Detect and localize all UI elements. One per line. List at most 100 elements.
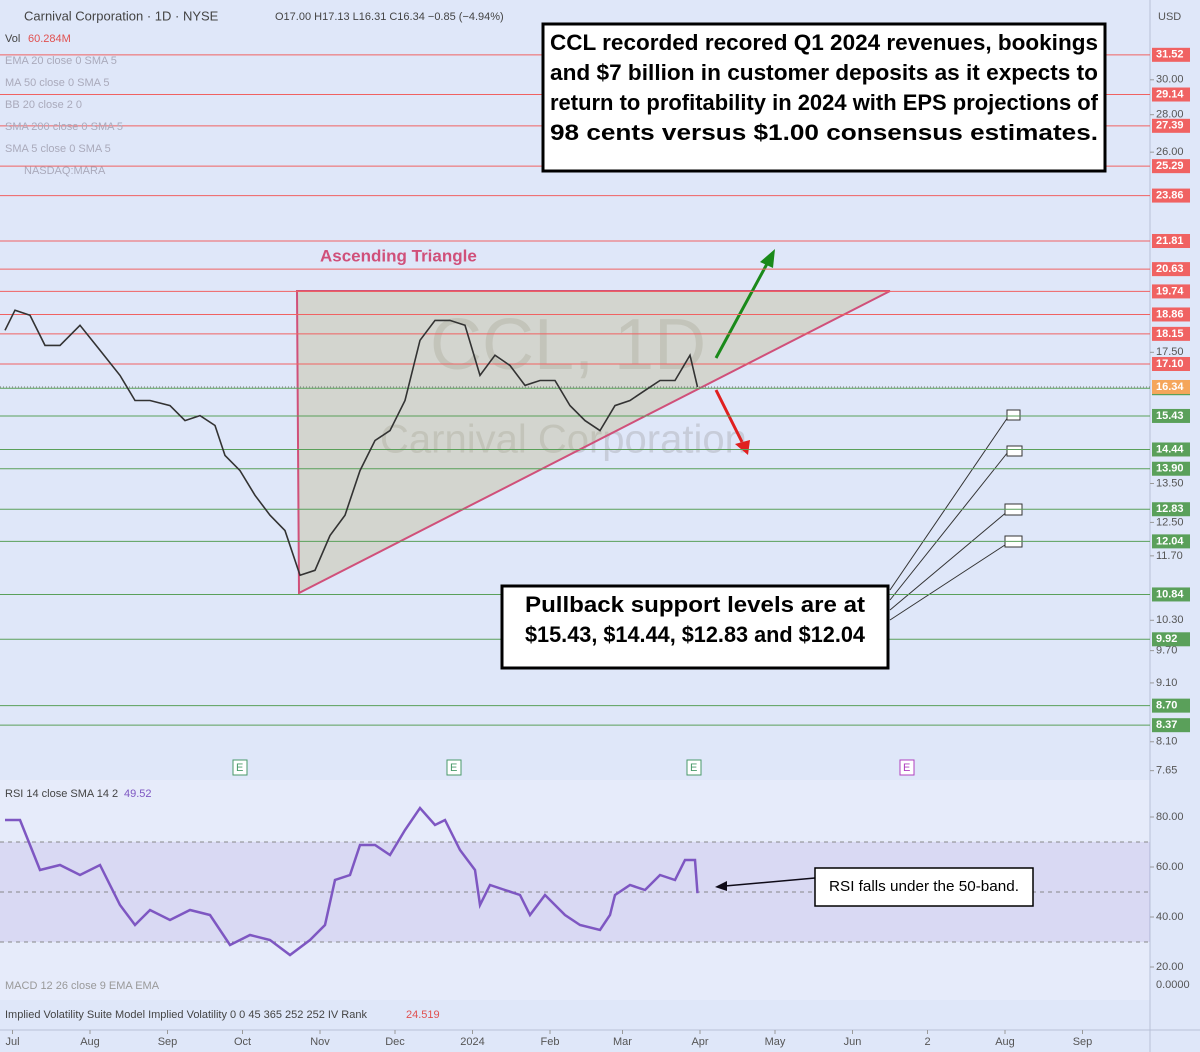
x-tick-label: Jul [5, 1036, 19, 1048]
y-tick-label: 13.50 [1156, 477, 1184, 489]
level-tag [1152, 718, 1190, 733]
earnings: E E E E [232, 759, 915, 776]
watermark: Carnival Corporation [380, 418, 747, 462]
level-label: 19.74 [1156, 285, 1184, 297]
indicator-label: MA 50 close 0 SMA 5 [5, 77, 110, 89]
annotation-box [814, 867, 1034, 907]
ohlc: O17.00 H17.13 L16.31 C16.34 −0.85 (−4.94… [275, 11, 504, 23]
level-label: 23.86 [1156, 189, 1184, 201]
x-tick-label: Dec [385, 1036, 405, 1048]
x-tick-label: Aug [995, 1036, 1015, 1048]
indicator-label: SMA 5 close 0 SMA 5 [5, 143, 111, 155]
y-tick-label: 9.10 [1156, 677, 1177, 689]
level-label: 14.44 [1156, 443, 1184, 455]
level-tag [1152, 47, 1190, 62]
x-tick-label: Sep [158, 1036, 178, 1048]
legend: Carnival Corporation · 1D · NYSE O17.00 … [5, 8, 1190, 1020]
level-tag [1152, 379, 1190, 394]
x-tick-label: 2024 [460, 1036, 484, 1048]
level-label: 17.10 [1156, 358, 1184, 370]
y-tick-label: 11.70 [1156, 550, 1183, 562]
y-tick-label: 12.50 [1156, 516, 1184, 528]
annotation-text: return to profitability in 2024 with EPS… [550, 90, 1099, 115]
level-tag [1152, 502, 1190, 517]
x-tick-label: Sep [1073, 1036, 1093, 1048]
x-tick-label: 2 [924, 1036, 930, 1048]
x-tick-label: May [765, 1036, 786, 1048]
y-tick-label: 26.00 [1156, 146, 1184, 158]
y-tick-label: 28.00 [1156, 109, 1184, 121]
level-tag [1152, 87, 1190, 102]
annotation-box [541, 22, 1107, 173]
x-tick-label: Mar [613, 1036, 632, 1048]
level-label: 31.52 [1156, 49, 1184, 61]
iv-axis-label: 0.0000 [1156, 979, 1190, 991]
level-tag [1152, 408, 1190, 423]
level-tag [1152, 534, 1190, 549]
level-tag [1152, 307, 1190, 322]
level-label: 8.37 [1156, 719, 1177, 731]
level-label: 21.81 [1156, 235, 1184, 247]
level-tag [1152, 188, 1190, 203]
symbol-title: Carnival Corporation · 1D · NYSE [24, 8, 219, 23]
indicator-label: NASDAQ:MARA [24, 165, 106, 177]
level-tag [1152, 118, 1190, 133]
iv-label: Implied Volatility Suite Model Implied V… [5, 1009, 367, 1021]
y-tick-label: 40.00 [1156, 911, 1184, 923]
y-tick-label: 10.30 [1156, 614, 1184, 626]
annotation-text: 98 cents versus $1.00 consensus estimate… [550, 120, 1098, 145]
level-tag [1152, 326, 1190, 341]
y-tick-label: 30.00 [1156, 74, 1184, 86]
level-label: 20.63 [1156, 263, 1184, 275]
level-tag [1152, 632, 1190, 647]
annotation-text: CCL recorded recored Q1 2024 revenues, b… [550, 30, 1098, 55]
level-label: 9.92 [1156, 633, 1177, 645]
x-tick-label: Nov [310, 1036, 330, 1048]
level-label: 8.70 [1156, 700, 1177, 712]
annotation-text: RSI falls under the 50-band. [829, 878, 1019, 895]
volume-label: Vol [5, 33, 20, 45]
level-label: 10.84 [1156, 588, 1184, 600]
level-tag [1152, 587, 1190, 602]
earnings-marker: E [450, 762, 457, 774]
level-tag [1152, 698, 1190, 713]
y-tick-label: 17.50 [1156, 346, 1184, 358]
x-tick-label: Apr [691, 1036, 708, 1048]
earnings-marker: E [690, 762, 697, 774]
iv-value: 24.519 [406, 1009, 440, 1021]
level-tag [1152, 356, 1190, 371]
level-tag [1152, 284, 1190, 299]
level-label: 13.90 [1156, 463, 1184, 475]
series-line [4, 309, 699, 577]
y-tick-label: 20.00 [1156, 961, 1184, 973]
level-label: 18.86 [1156, 308, 1184, 320]
pattern-label: Ascending Triangle [320, 246, 477, 265]
y-tick-label: 80.00 [1156, 811, 1184, 823]
x-tick-label: Aug [80, 1036, 100, 1048]
y-tick-label: 9.70 [1156, 645, 1177, 657]
level-label: 12.04 [1156, 535, 1184, 547]
y-tick-label: 8.10 [1156, 736, 1177, 748]
annotation-text: and $7 billion in customer deposits as i… [550, 60, 1098, 85]
x-tick-label: Oct [234, 1036, 251, 1048]
indicator-label: BB 20 close 2 0 [5, 99, 82, 111]
y-tick-label: 7.65 [1156, 765, 1177, 777]
annotation-text: $15.43, $14.44, $12.83 and $12.04 [525, 622, 866, 647]
level-tag [1152, 233, 1190, 248]
indicator-label: SMA 200 close 0 SMA 5 [5, 121, 123, 133]
y-tick-label: 60.00 [1156, 861, 1184, 873]
rsi-label: RSI 14 close SMA 14 2 [5, 788, 118, 800]
series-line [5, 805, 699, 957]
macd-label: MACD 12 26 close 9 EMA EMA [5, 980, 160, 992]
rsi-value: 49.52 [124, 788, 152, 800]
x-tick-label: Jun [844, 1036, 862, 1048]
level-label: 25.29 [1156, 160, 1184, 172]
indicator-label: EMA 20 close 0 SMA 5 [5, 55, 117, 67]
level-tag [1152, 159, 1190, 174]
annotation-box [500, 584, 890, 670]
annotation-text: Pullback support levels are at [525, 592, 866, 617]
level-label: 16.34 [1156, 381, 1184, 393]
level-label: 12.83 [1156, 503, 1184, 515]
